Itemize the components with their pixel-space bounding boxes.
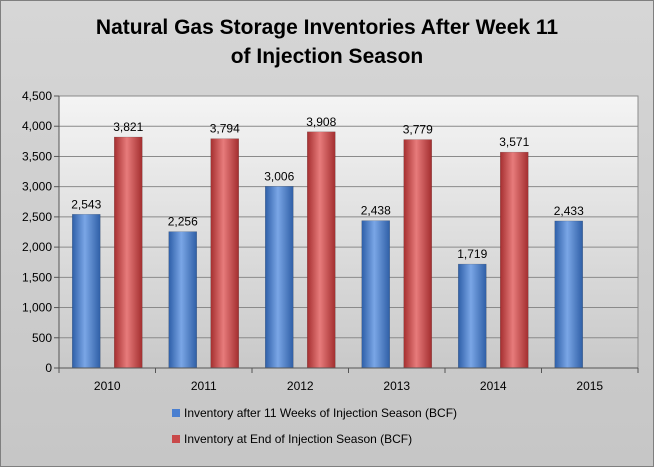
legend: Inventory after 11 Weeks of Injection Se…	[172, 404, 457, 456]
y-tick-label: 4,500	[22, 89, 52, 103]
bar-week11-2014	[458, 263, 487, 369]
bar-end-of-season-2012	[307, 131, 336, 369]
y-tick-label: 3,000	[22, 180, 52, 194]
legend-swatch-red	[172, 435, 180, 443]
bar-week11-2013	[361, 220, 390, 369]
plot-area	[58, 95, 639, 369]
bar-week11-2011	[168, 231, 197, 369]
legend-item-series-2: Inventory at End of Injection Season (BC…	[172, 430, 457, 448]
x-tick-label: 2010	[94, 379, 121, 393]
data-label: 3,821	[113, 120, 143, 134]
legend-item-series-1: Inventory after 11 Weeks of Injection Se…	[172, 404, 457, 422]
x-tick-label: 2015	[576, 379, 603, 393]
data-label: 2,433	[554, 204, 584, 218]
y-tick-label: 4,000	[22, 119, 52, 133]
chart-title: Natural Gas Storage Inventories After We…	[0, 13, 654, 71]
data-label: 3,571	[499, 135, 529, 149]
legend-label-series-1: Inventory after 11 Weeks of Injection Se…	[184, 406, 458, 420]
y-tick-label: 1,000	[22, 301, 52, 315]
data-label: 2,543	[71, 197, 101, 211]
chart-title-line-1: Natural Gas Storage Inventories After We…	[95, 16, 559, 39]
data-label: 2,438	[361, 204, 391, 218]
bar-end-of-season-2011	[210, 138, 239, 369]
x-tick-label: 2013	[383, 379, 410, 393]
bar-end-of-season-2014	[500, 151, 529, 369]
x-tick-label: 2014	[480, 379, 507, 393]
bar-end-of-season-2013	[403, 139, 432, 369]
bar-end-of-season-2010	[114, 136, 143, 369]
x-tick-label: 2011	[191, 379, 217, 393]
bar-week11-2010	[72, 214, 101, 369]
y-tick-label: 2,500	[22, 210, 52, 224]
y-tick-label: 0	[45, 361, 52, 375]
data-label: 2,256	[168, 215, 198, 229]
data-label: 3,908	[306, 115, 336, 129]
y-tick-label: 500	[32, 331, 52, 345]
legend-swatch-blue	[172, 409, 180, 417]
y-tick-label: 3,500	[22, 149, 52, 163]
legend-label-series-2: Inventory at End of Injection Season (BC…	[184, 432, 413, 446]
y-tick-label: 1,500	[22, 270, 52, 284]
chart-title-line-2: of Injection Season	[230, 45, 424, 68]
data-label: 3,006	[264, 169, 294, 183]
bar-week11-2015	[554, 220, 583, 369]
data-label: 3,794	[210, 122, 240, 136]
bar-week11-2012	[265, 186, 294, 369]
x-tick-label: 2012	[287, 379, 314, 393]
y-tick-label: 2,000	[22, 240, 52, 254]
data-label: 3,779	[403, 123, 433, 137]
data-label: 1,719	[457, 247, 487, 261]
